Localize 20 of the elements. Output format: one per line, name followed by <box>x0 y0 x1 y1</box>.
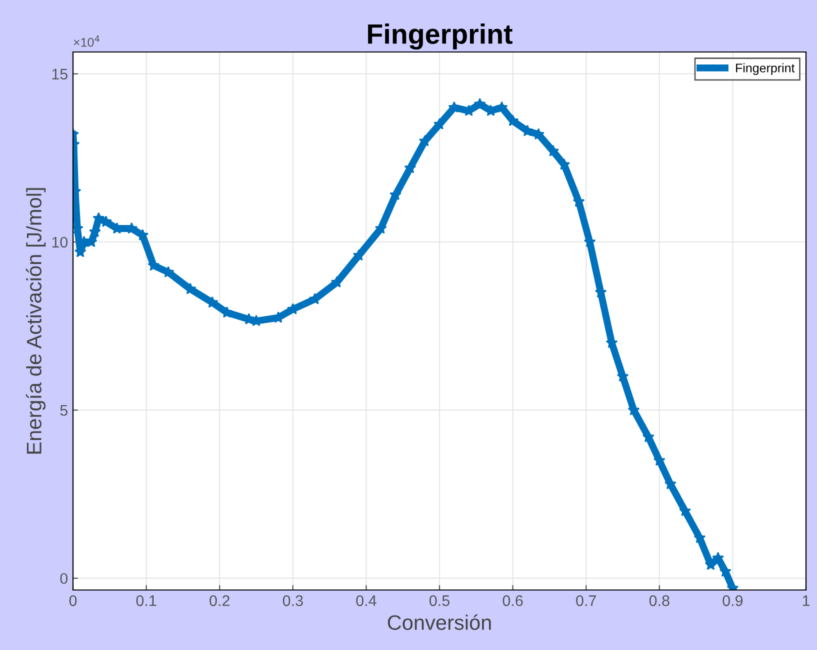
legend-label: Fingerprint <box>736 63 795 75</box>
text: ×10$^{4}$ <box>74 35 100 47</box>
x-tick-label: 0.9 <box>722 595 743 606</box>
x-tick-label: 0.2 <box>210 595 230 606</box>
y-tick-label: 15 <box>52 68 68 80</box>
y-tick-label: 10 <box>52 236 68 248</box>
x-tick-label: 1 <box>802 595 810 606</box>
x-tick-label: 0.7 <box>576 595 596 606</box>
x-tick-label: 0.5 <box>429 595 450 606</box>
y-tick-label: 0 <box>60 573 68 584</box>
x-tick-label: 0.1 <box>136 595 156 606</box>
x-tick-label: 0.8 <box>649 595 670 606</box>
x-tick-label: 0.6 <box>502 595 523 606</box>
y-tick-label: 5 <box>60 405 68 416</box>
x-tick-label: 0 <box>69 595 77 606</box>
chart-title: Fingerprint <box>368 24 512 50</box>
x-tick-label: 0.3 <box>282 595 303 606</box>
x-axis-title: Conversión <box>388 614 491 630</box>
x-tick-label: 0.4 <box>356 595 376 606</box>
y-axis-title: Energía de Activación [J/mol] <box>26 188 46 454</box>
